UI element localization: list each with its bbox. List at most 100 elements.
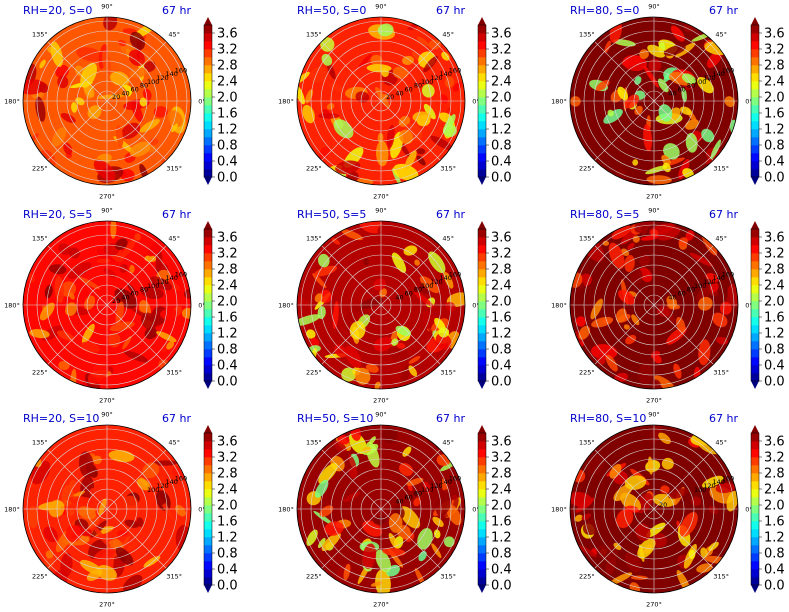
polar-panel: 0° 45° 90° 135° 180° 225° 270° 315° 40 60 80100120… [551, 3, 785, 201]
angle-tick-label: 225° [32, 369, 48, 377]
field-patch [421, 84, 435, 98]
angular-grid-line [321, 304, 382, 365]
field-patch [681, 87, 687, 103]
field-patch [39, 59, 46, 69]
field-patch [625, 334, 637, 345]
field-patch [388, 533, 399, 549]
colorbar-tick-label: 1.6 [491, 515, 512, 530]
colorbar-segment [478, 49, 486, 58]
angle-tick-label: 315° [166, 369, 182, 377]
colorbar-segment [751, 229, 759, 238]
field-patch [122, 238, 137, 258]
panel-title: RH=50, S=0 [297, 4, 366, 17]
field-patch [175, 504, 186, 517]
radial-tick-label: 100 [421, 486, 433, 494]
colorbar-segment [751, 537, 759, 546]
angular-grid-line [594, 100, 655, 161]
field-patch [363, 258, 370, 266]
colorbar-extend-max [478, 425, 486, 433]
colorbar-tick-label: 2.0 [764, 91, 785, 106]
field-patch [110, 221, 117, 239]
angle-tick-label: 225° [306, 573, 322, 581]
colorbar-segment [204, 569, 212, 578]
colorbar-segment [478, 237, 486, 246]
angle-tick-label: 45° [168, 234, 180, 242]
colorbar-tick-label: 0.0 [217, 579, 238, 594]
angle-tick-label: 0° [198, 506, 205, 514]
colorbar-extend-min [751, 585, 759, 593]
field-patch [171, 123, 178, 133]
angle-tick-label: 225° [306, 369, 322, 377]
colorbar-tick-label: 2.4 [764, 75, 785, 90]
colorbar-segment [204, 137, 212, 146]
colorbar-extend-max [751, 221, 759, 229]
panel-time-label: 67 hr [436, 412, 465, 425]
angle-tick-label: 315° [713, 573, 729, 581]
colorbar-frame [750, 432, 760, 586]
colorbar-tick-label: 2.4 [491, 75, 512, 90]
colorbar-segment [478, 129, 486, 138]
colorbar-segment [751, 129, 759, 138]
angle-tick-label: 0° [472, 506, 479, 514]
field-patch [350, 426, 362, 441]
polar-frame [296, 424, 466, 594]
field-patch [408, 355, 421, 364]
angular-grid-line [47, 304, 108, 365]
colorbar-segment [751, 553, 759, 562]
field-patch [696, 563, 713, 573]
colorbar-tick-label: 2.4 [764, 279, 785, 294]
field-patch [68, 247, 80, 259]
colorbar-segment [204, 89, 212, 98]
field-patch [58, 360, 70, 371]
colorbar-segment [204, 57, 212, 66]
colorbar-segment [204, 481, 212, 490]
angular-grid-line [321, 100, 382, 161]
angle-tick-label: 135° [579, 30, 595, 38]
field-patch [382, 547, 406, 557]
colorbar-segment [478, 505, 486, 514]
colorbar-segment [751, 137, 759, 146]
radial-tick-label: 60 [131, 290, 139, 298]
colorbar-tick-label: 3.6 [491, 435, 512, 450]
field-patch [416, 155, 426, 166]
radial-tick-label: 20 [112, 297, 120, 305]
polar-panel: 0° 45° 90° 135° 180° 225° 270° 315° 40 60 80100120… [278, 207, 512, 405]
angular-grid-line [380, 41, 441, 102]
field-patch [431, 543, 442, 559]
angle-tick-label: 180° [278, 506, 294, 514]
field-patch [590, 298, 603, 320]
colorbar-segment [204, 301, 212, 310]
colorbar-segment [478, 333, 486, 342]
polar-frame [296, 220, 466, 390]
field-patch [650, 350, 661, 359]
radial-tick-label: 160 [449, 474, 461, 482]
field-patch [124, 350, 149, 363]
polar-frame [22, 16, 192, 186]
field-patch [37, 82, 49, 93]
angle-tick-label: 225° [32, 165, 48, 173]
colorbar-segment [204, 497, 212, 506]
field-patch [120, 169, 135, 182]
field-patch [129, 31, 145, 51]
angle-tick-label: 0° [472, 98, 479, 106]
field-patch [435, 332, 452, 350]
field-patch [374, 381, 381, 389]
field-patch [98, 498, 107, 516]
field-patch [297, 292, 311, 307]
field-patch [362, 520, 383, 537]
field-patch [660, 485, 670, 494]
colorbar-segment [478, 137, 486, 146]
angle-tick-label: 45° [168, 438, 180, 446]
radial-tick-label: 120 [156, 482, 168, 490]
field-patch [663, 143, 680, 160]
radial-tick-label: 160 [175, 270, 187, 278]
angle-tick-label: 225° [32, 573, 48, 581]
colorbar-tick-label: 2.4 [764, 483, 785, 498]
radial-tick-label: 60 [678, 86, 686, 94]
field-patch [430, 135, 455, 151]
radial-tick-label: 120 [703, 482, 715, 490]
angle-tick-label: 270° [646, 601, 662, 609]
colorbar-segment [204, 161, 212, 170]
angle-tick-label: 0° [745, 506, 752, 514]
field-patch [416, 148, 426, 155]
